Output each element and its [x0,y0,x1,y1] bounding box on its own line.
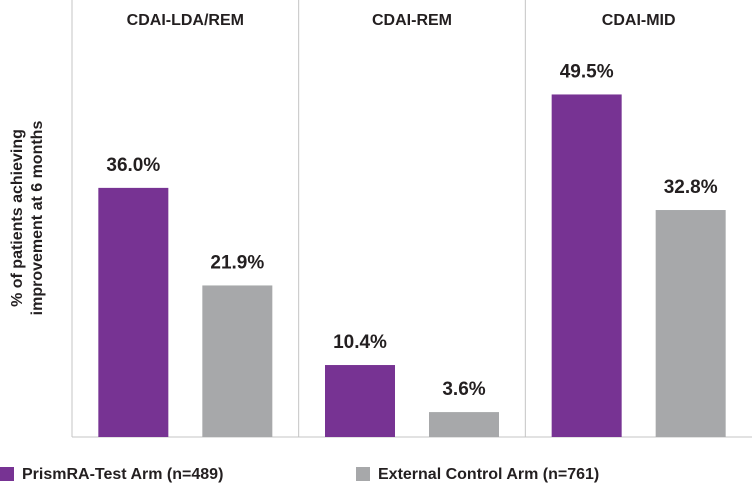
data-label: 49.5% [560,61,614,82]
data-label: 3.6% [442,379,485,400]
legend-label: PrismRA-Test Arm (n=489) [22,466,223,483]
legend-label: External Control Arm (n=761) [378,466,599,483]
y-axis-label: % of patients achieving [9,129,26,307]
category-label: CDAI-REM [372,12,452,29]
data-label: 10.4% [333,332,387,353]
data-label: 36.0% [106,155,160,176]
bar [551,94,622,438]
bar [98,187,169,437]
data-label: 21.9% [210,252,264,273]
legend-swatch [356,467,370,481]
category-label: CDAI-MID [602,12,676,29]
category-label: CDAI-LDA/REM [127,12,244,29]
y-axis-label: improvement at 6 months [29,121,46,316]
bar [655,210,726,437]
legend-swatch [0,467,14,481]
bar [325,365,395,437]
bar [429,412,499,437]
bar [202,285,273,437]
data-label: 32.8% [664,177,718,198]
